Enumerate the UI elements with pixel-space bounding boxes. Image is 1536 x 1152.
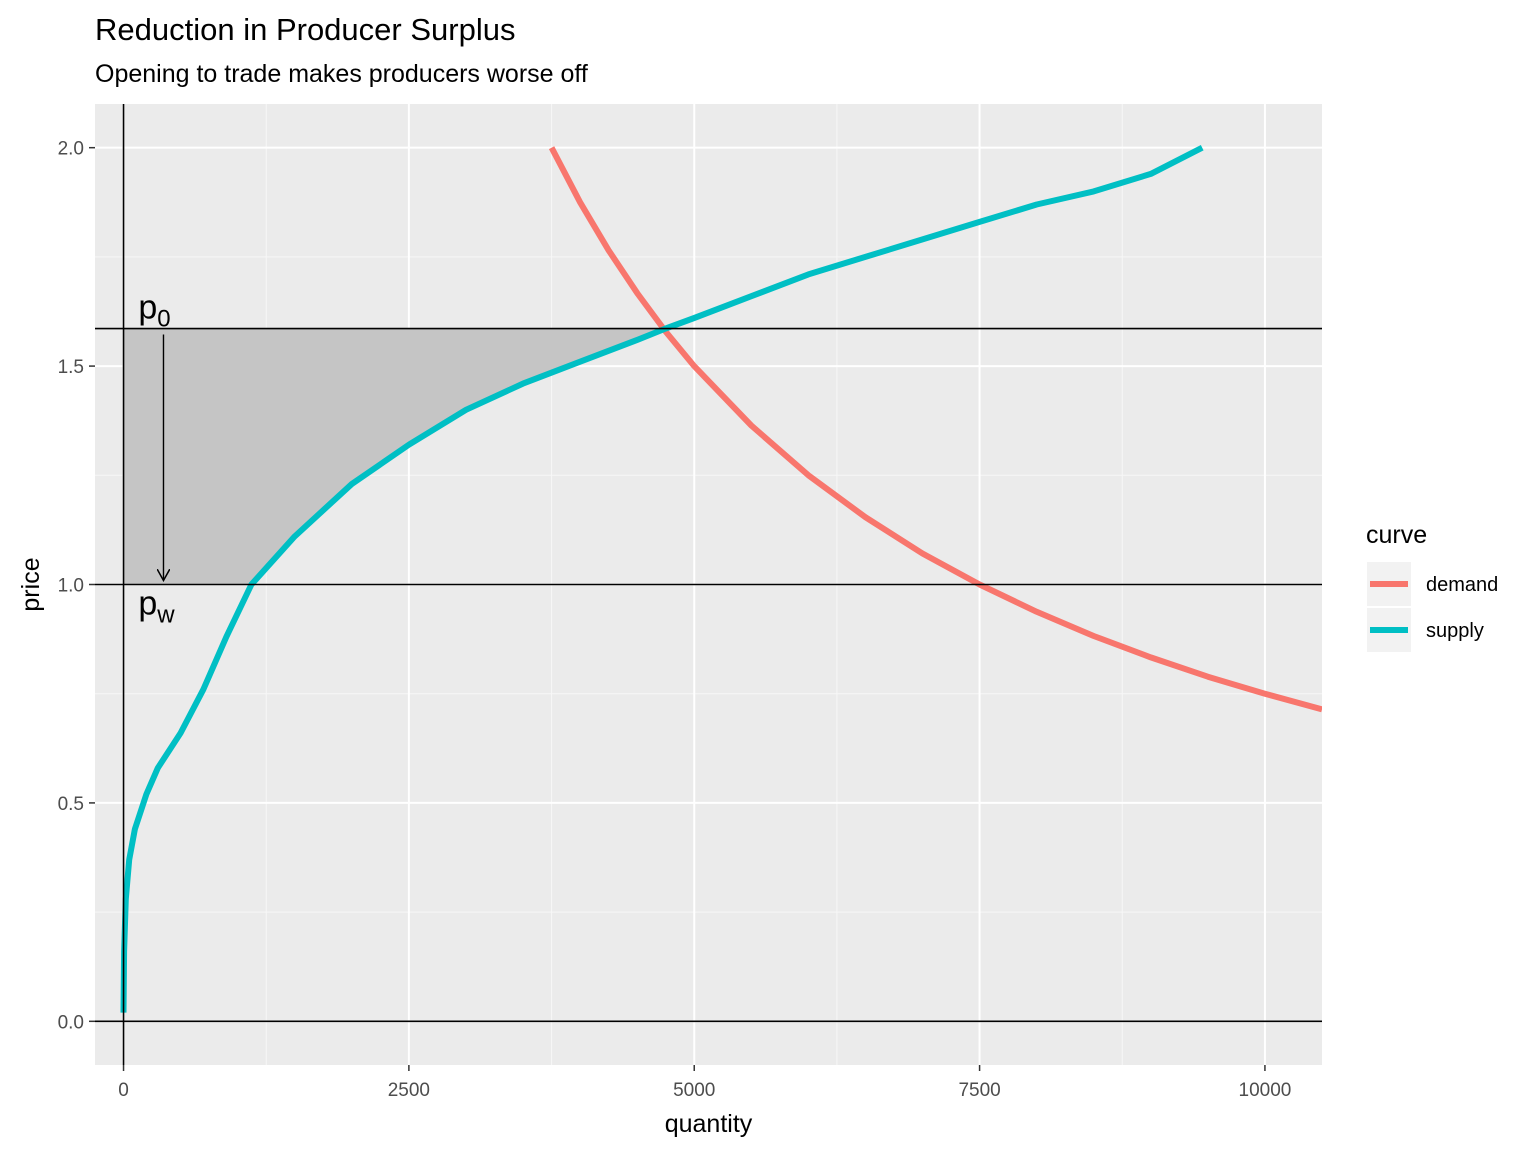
series-line-supply (120, 145, 1204, 1013)
legend-title: curve (1366, 521, 1427, 549)
annotation-subscript: w (156, 602, 175, 629)
x-axis-title: quantity (665, 1110, 753, 1138)
x-tick-label: 5000 (673, 1080, 715, 1101)
x-tick-label: 2500 (388, 1080, 430, 1101)
y-axis-title: price (17, 557, 45, 611)
y-tick-label: 0.0 (58, 1012, 84, 1033)
legend-label-demand: demand (1426, 574, 1498, 596)
shaded-area (123, 328, 666, 585)
series-line-demand (548, 146, 1322, 713)
x-tick-label: 10000 (1239, 1080, 1292, 1101)
chart-title: Reduction in Producer Surplus (95, 12, 516, 47)
legend-label-supply: supply (1426, 620, 1484, 642)
y-tick-label: 1.5 (58, 357, 84, 378)
y-tick-label: 0.5 (58, 794, 84, 815)
chart-subtitle: Opening to trade makes producers worse o… (95, 60, 588, 88)
annotation-label: pw (138, 585, 175, 629)
x-tick-label: 7500 (958, 1080, 1000, 1101)
y-tick-label: 1.0 (58, 576, 84, 597)
annotation-subscript: 0 (157, 306, 170, 333)
annotation-main: p (138, 289, 157, 327)
annotation-label: p0 (138, 289, 170, 333)
y-tick-label: 2.0 (58, 139, 84, 160)
x-tick-label: 0 (118, 1080, 129, 1101)
annotation-main: p (138, 585, 157, 623)
